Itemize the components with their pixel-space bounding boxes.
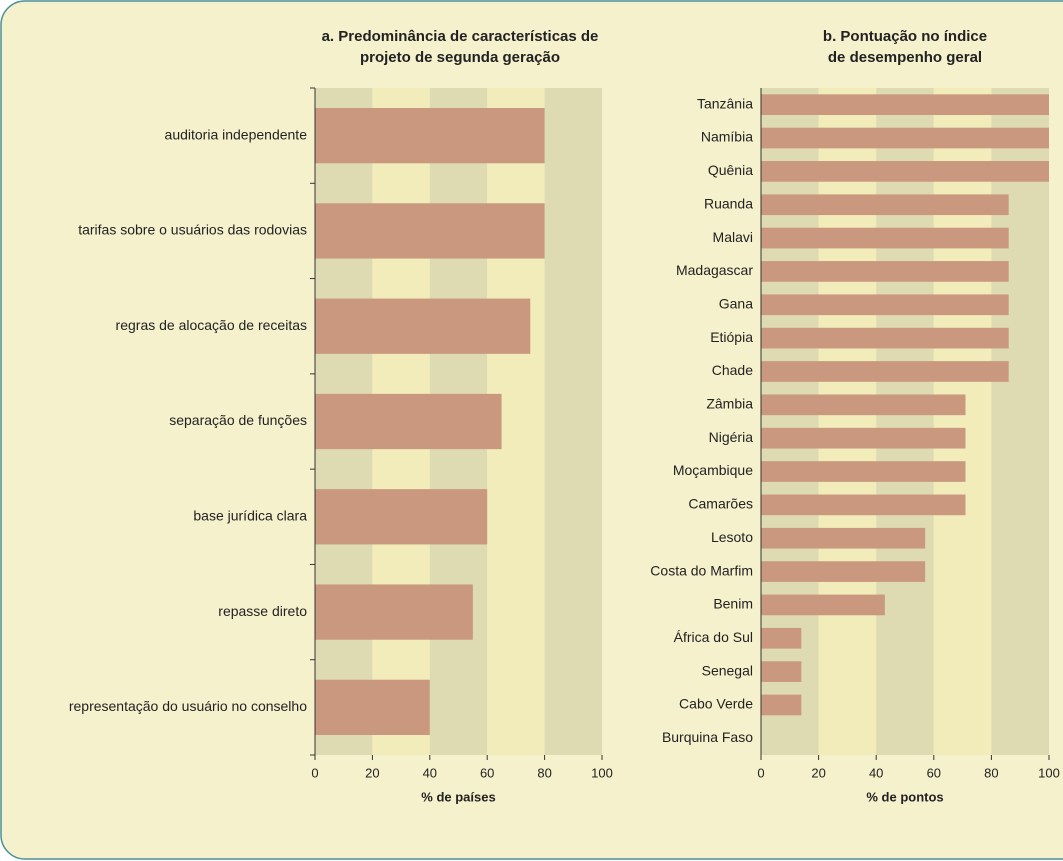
band bbox=[876, 88, 934, 755]
bar bbox=[315, 679, 430, 735]
y-tick-label: Malavi bbox=[713, 229, 753, 245]
y-tick-label: Camarões bbox=[688, 496, 753, 512]
bar bbox=[761, 161, 1049, 182]
chart-title: b. Pontuação no índice bbox=[823, 28, 987, 45]
y-tick-label: representação do usuário no conselho bbox=[69, 698, 307, 714]
x-tick-label: 40 bbox=[423, 765, 437, 780]
x-tick-label: 20 bbox=[811, 765, 825, 780]
y-tick-label: Burquina Faso bbox=[662, 729, 753, 745]
bar bbox=[761, 361, 1009, 382]
y-tick-label: regras de alocação de receitas bbox=[116, 317, 307, 333]
y-tick-label: Costa do Marfim bbox=[650, 562, 753, 578]
y-tick-label: Nigéria bbox=[709, 429, 754, 445]
bar bbox=[315, 108, 545, 164]
bar bbox=[761, 527, 926, 549]
bar bbox=[761, 661, 802, 682]
x-tick-label: 0 bbox=[311, 765, 318, 780]
x-tick-label: 100 bbox=[591, 765, 613, 780]
y-tick-label: África do Sul bbox=[674, 629, 753, 645]
x-tick-label: 80 bbox=[984, 765, 998, 780]
bar bbox=[761, 194, 1009, 216]
x-tick-label: 40 bbox=[869, 765, 883, 780]
x-tick-label: 0 bbox=[757, 765, 764, 780]
bar bbox=[761, 127, 1049, 149]
x-tick-label: 60 bbox=[480, 765, 494, 780]
x-tick-label: 100 bbox=[1038, 765, 1060, 780]
bar bbox=[761, 94, 1049, 116]
x-axis-label: % de pontos bbox=[866, 789, 943, 804]
y-tick-label: separação de funções bbox=[169, 412, 307, 428]
bar bbox=[315, 203, 545, 259]
bar bbox=[761, 327, 1009, 349]
bar bbox=[315, 298, 531, 354]
band bbox=[818, 88, 877, 755]
chart-title: a. Predominância de características de bbox=[322, 28, 599, 45]
band bbox=[761, 88, 819, 755]
y-tick-label: base jurídica clara bbox=[193, 507, 307, 523]
y-tick-label: Benim bbox=[713, 596, 753, 612]
x-tick-label: 20 bbox=[365, 765, 379, 780]
bar bbox=[315, 393, 502, 450]
y-tick-label: Lesoto bbox=[711, 529, 753, 545]
y-tick-label: Madagascar bbox=[676, 262, 753, 278]
bar bbox=[761, 261, 1009, 282]
x-tick-label: 60 bbox=[927, 765, 941, 780]
y-tick-label: Chade bbox=[712, 362, 753, 378]
y-tick-label: repasse direto bbox=[218, 603, 307, 619]
band bbox=[933, 88, 992, 755]
chart-title: de desempenho geral bbox=[828, 49, 982, 66]
bar bbox=[761, 227, 1009, 249]
x-axis-label: % de países bbox=[421, 789, 495, 804]
y-tick-label: tarifas sobre o usuários das rodovias bbox=[78, 222, 307, 238]
y-tick-label: Namíbia bbox=[701, 129, 753, 145]
band bbox=[544, 88, 602, 755]
y-tick-label: Etiópia bbox=[710, 329, 753, 345]
x-tick-label: 80 bbox=[537, 765, 551, 780]
y-tick-label: auditoria independente bbox=[165, 126, 308, 142]
bar bbox=[761, 494, 966, 516]
chart-title: projeto de segunda geração bbox=[360, 49, 560, 66]
bar bbox=[761, 627, 802, 649]
y-tick-label: Zâmbia bbox=[706, 396, 753, 412]
y-tick-label: Gana bbox=[719, 295, 753, 311]
bar bbox=[761, 594, 885, 616]
bar bbox=[761, 427, 966, 449]
bar bbox=[761, 694, 802, 716]
y-tick-label: Quênia bbox=[708, 162, 753, 178]
band bbox=[991, 88, 1049, 755]
bar bbox=[315, 584, 473, 640]
bar bbox=[761, 561, 926, 582]
y-tick-label: Ruanda bbox=[704, 195, 753, 211]
bar bbox=[315, 489, 488, 545]
y-tick-label: Moçambique bbox=[673, 462, 753, 478]
bar bbox=[761, 294, 1009, 316]
y-tick-label: Tanzânia bbox=[697, 95, 753, 111]
y-tick-label: Senegal bbox=[702, 662, 753, 678]
y-tick-label: Cabo Verde bbox=[679, 696, 753, 712]
bar bbox=[761, 394, 966, 416]
bar bbox=[761, 461, 966, 482]
